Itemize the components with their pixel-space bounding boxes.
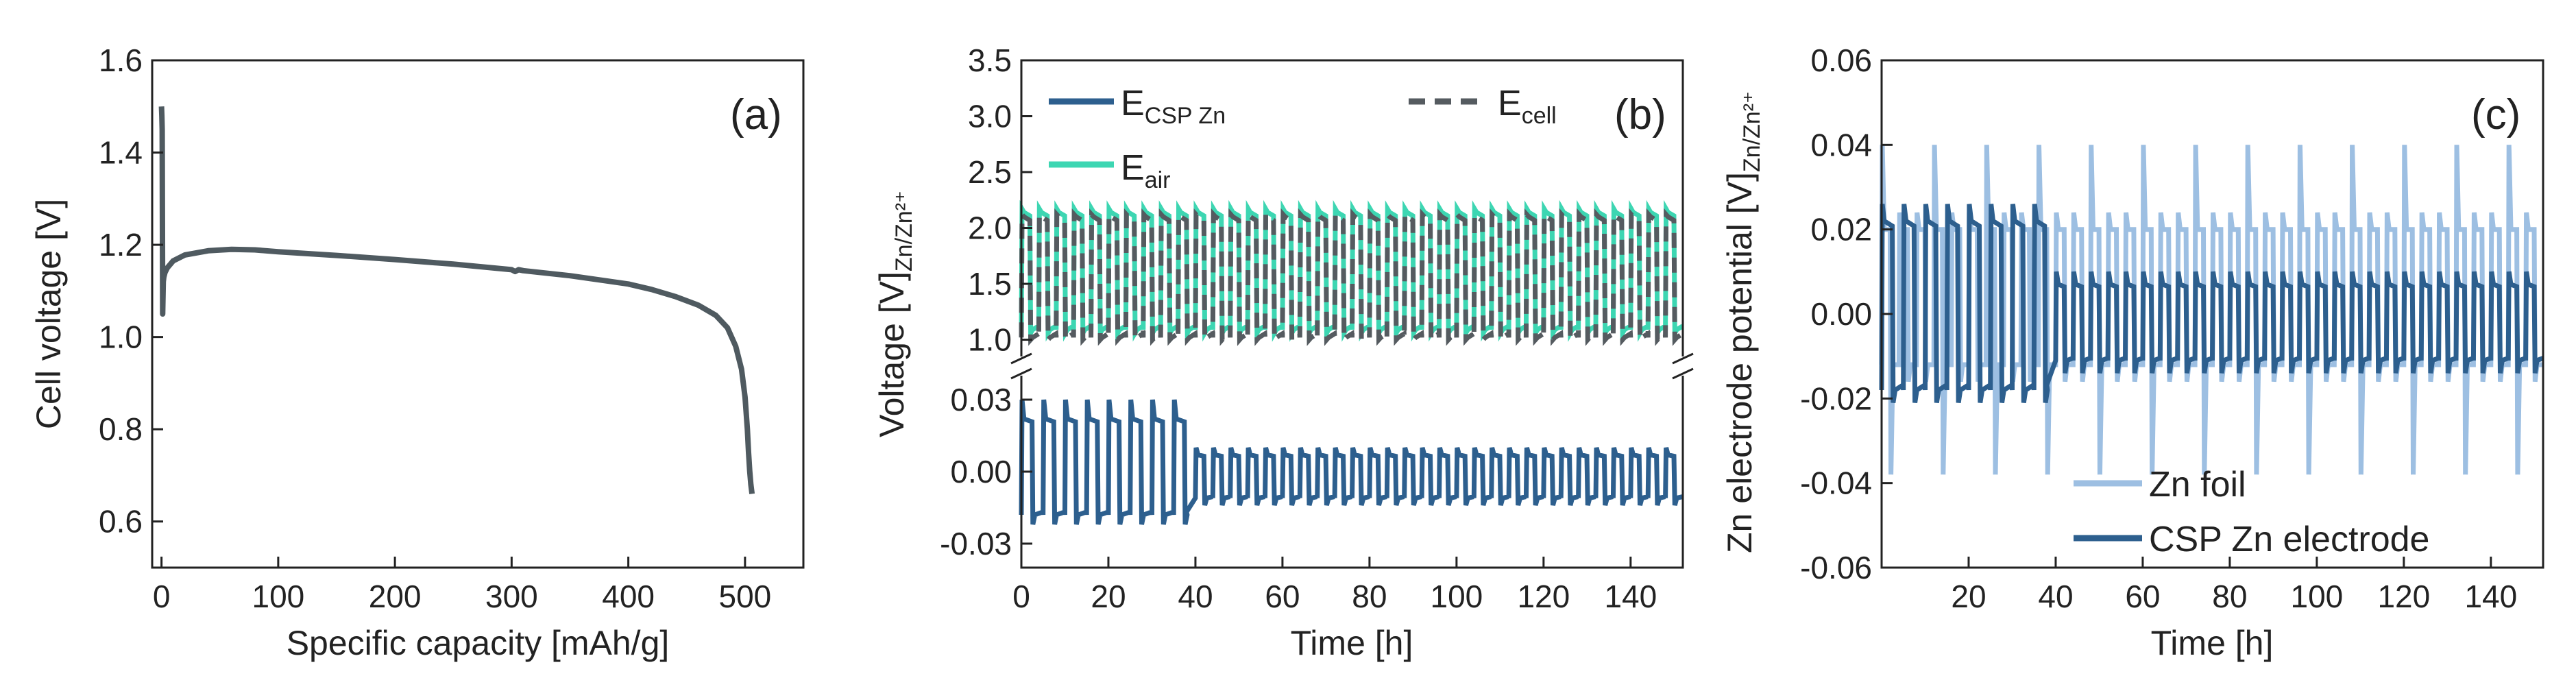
a-y-tick-label: 1.6 [99, 43, 143, 78]
a-y-tick-label: 1.4 [99, 135, 143, 171]
a-x-tick-label: 400 [602, 579, 655, 614]
c-y-axis-label: Zn electrode potential [V]Zn/Zn²⁺ [1721, 91, 1765, 553]
b-x-tick-label: 100 [1430, 579, 1483, 614]
c-series-csp-zn-electrode [1879, 204, 2544, 404]
b-lower-y-tick-label: -0.03 [940, 526, 1012, 561]
c-y-ticks: -0.06 -0.04 -0.02 0.00 0.02 0.04 0.06 [1800, 43, 1893, 585]
a-x-tick-label: 0 [153, 579, 171, 614]
c-y-tick-label: 0.00 [1810, 296, 1872, 332]
b-upper-y-tick-label: 3.0 [968, 99, 1012, 134]
b-x-tick-label: 40 [1178, 579, 1213, 614]
b-x-tick-label: 60 [1265, 579, 1300, 614]
b-y-axis-label: Voltage [V]Zn/Zn²⁺ [873, 191, 917, 437]
c-y-tick-label: 0.06 [1810, 43, 1872, 78]
b-legend-item-air: Eair [1049, 148, 1170, 193]
b-axis-break-right [1672, 352, 1694, 380]
b-lower-y-tick-label: 0.03 [950, 382, 1012, 417]
b-upper-y-tick-label: 1.0 [968, 322, 1012, 358]
c-x-tick-label: 60 [2125, 579, 2160, 614]
c-panel-label: (c) [2471, 91, 2520, 138]
b-legend-item-csp: ECSP Zn [1049, 84, 1226, 129]
b-series-e-air [1019, 199, 1684, 342]
c-x-tick-label: 20 [1951, 579, 1986, 614]
b-axis-break-left [1010, 352, 1032, 380]
c-x-tick-label: 140 [2464, 579, 2517, 614]
c-legend-item-csp: CSP Zn electrode [2074, 520, 2429, 559]
c-x-ticks: 20 40 60 80 100 120 140 [1951, 557, 2517, 614]
b-upper-y-tick-label: 2.5 [968, 154, 1012, 190]
c-legend-item-zn-foil: Zn foil [2074, 465, 2246, 505]
b-x-axis-label: Time [h] [1291, 624, 1413, 662]
c-x-tick-label: 40 [2038, 579, 2073, 614]
panel-c-zn-potential: 20 40 60 80 100 120 140 -0.06 -0.04 -0.02 0.00 0.0… [1721, 43, 2544, 662]
c-y-tick-label: 0.02 [1810, 212, 1872, 247]
b-panel-label: (b) [1614, 91, 1666, 138]
b-series-e-csp-zn [1019, 399, 1684, 525]
c-y-tick-label: -0.06 [1800, 550, 1872, 585]
a-y-ticks: 0.6 0.8 1.0 1.2 1.4 1.6 [99, 43, 163, 540]
b-x-tick-label: 20 [1091, 579, 1126, 614]
a-panel-label: (a) [730, 91, 782, 138]
b-x-tick-label: 140 [1604, 579, 1657, 614]
panel-b-voltage-profile: 0 20 40 60 80 100 120 140 1.0 1.5 2.0 2.5 3.0 3.5 -0… [873, 43, 1694, 662]
a-y-tick-label: 0.8 [99, 411, 143, 447]
b-upper-frame [1020, 59, 1684, 356]
c-legend: Zn foil CSP Zn electrode [2074, 465, 2429, 559]
c-x-axis-label: Time [h] [2151, 624, 2274, 662]
b-plot-series [1019, 199, 1684, 525]
a-x-tick-label: 300 [485, 579, 538, 614]
a-series-cell-voltage [158, 106, 755, 494]
b-upper-y-ticks: 1.0 1.5 2.0 2.5 3.0 3.5 [968, 43, 1032, 358]
b-upper-y-tick-label: 3.5 [968, 43, 1012, 78]
b-x-tick-label: 80 [1352, 579, 1387, 614]
a-y-tick-label: 1.2 [99, 227, 143, 263]
c-y-tick-label: -0.02 [1800, 380, 1872, 416]
a-x-tick-label: 200 [369, 579, 422, 614]
b-x-tick-label: 120 [1517, 579, 1570, 614]
b-upper-y-tick-label: 2.0 [968, 210, 1012, 246]
a-x-tick-label: 500 [718, 579, 771, 614]
a-plot-series [158, 106, 755, 494]
a-y-tick-label: 0.6 [99, 504, 143, 540]
b-x-ticks: 0 20 40 60 80 100 120 140 [1012, 557, 1657, 614]
b-legend-label-cell: Ecell [1498, 84, 1557, 129]
c-legend-label-csp: CSP Zn electrode [2149, 520, 2429, 559]
c-legend-label-zn-foil: Zn foil [2149, 465, 2246, 505]
b-lower-y-ticks: -0.03 0.00 0.03 [940, 382, 1032, 561]
b-legend-item-cell: Ecell [1409, 84, 1557, 129]
b-legend: ECSP Zn Ecell Eair [1049, 84, 1557, 193]
b-legend-label-csp: ECSP Zn [1121, 84, 1226, 129]
a-x-ticks: 0 100 200 300 400 500 [153, 557, 771, 614]
panel-a-cell-voltage: 0 100 200 300 400 500 0.60.81.01.21.41.6 (a) … [29, 43, 805, 662]
c-x-tick-label: 100 [2290, 579, 2343, 614]
a-x-tick-label: 100 [252, 579, 304, 614]
c-y-tick-label: -0.04 [1800, 465, 1872, 501]
c-plot-series [1879, 145, 2544, 475]
b-x-tick-label: 0 [1012, 579, 1030, 614]
c-y-tick-label: 0.04 [1810, 127, 1872, 162]
c-x-tick-label: 120 [2377, 579, 2430, 614]
b-upper-y-tick-label: 1.5 [968, 266, 1012, 302]
b-legend-label-air: Eair [1121, 148, 1170, 193]
c-x-tick-label: 80 [2212, 579, 2247, 614]
b-series-e-cell [1019, 208, 1684, 346]
a-y-tick-label: 1.0 [99, 319, 143, 355]
a-y-axis-label: Cell voltage [V] [29, 199, 68, 429]
b-lower-y-tick-label: 0.00 [950, 454, 1012, 489]
a-x-axis-label: Specific capacity [mAh/g] [287, 624, 670, 662]
a-plot-frame [151, 59, 805, 569]
